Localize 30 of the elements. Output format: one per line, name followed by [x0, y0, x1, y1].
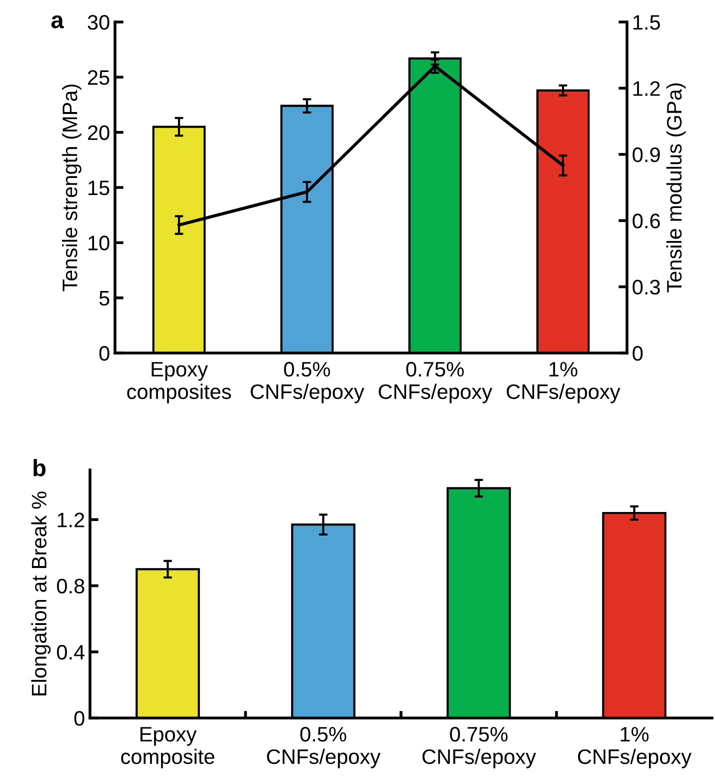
y-tick-label: 0.8 [56, 578, 84, 594]
y-tick-label: 0.4 [56, 644, 85, 660]
y-tick-label: 1.2 [58, 512, 84, 528]
y2-axis-title: Tensile modulus (GPa) [666, 83, 686, 292]
y-tick-label: 0 [99, 346, 110, 361]
x-tick-label: 0.5% CNFs/epoxy [267, 726, 381, 768]
x-tick-label: 0.5% CNFs/epoxy [250, 362, 364, 404]
y2-tick-label: 1.2 [633, 81, 660, 96]
y-tick-label: 0 [74, 711, 84, 726]
x-tick-label: 0.75% CNFs/epoxy [378, 362, 492, 404]
y-tick-label: 10 [88, 236, 110, 250]
x-tick-label: Epoxy composite [121, 727, 214, 768]
chart-title: b [34, 458, 46, 476]
y-axis-title: Tensile strength (MPa) [62, 84, 82, 292]
chart-title: a [51, 15, 64, 28]
y-tick-label: 5 [99, 291, 110, 306]
x-tick-label: Epoxy composites [127, 362, 231, 404]
y2-tick-label: 0.6 [632, 214, 660, 228]
x-tick-label: 0.75% CNFs/epoxy [422, 726, 536, 768]
x-tick-label: 1% CNFs/epoxy [506, 362, 620, 404]
y2-tick-label: 0 [632, 346, 643, 361]
y-axis-title: Elongation at Break % [31, 492, 51, 696]
y2-tick-label: 1.5 [633, 15, 660, 30]
y-tick-label: 15 [88, 180, 110, 196]
y2-tick-label: 0.9 [632, 147, 660, 162]
y-tick-label: 30 [88, 15, 110, 30]
x-tick-label: 1% CNFs/epoxy [578, 726, 692, 768]
y2-tick-label: 0.3 [632, 280, 660, 295]
y-tick-label: 20 [88, 125, 110, 140]
y-tick-label: 25 [88, 70, 110, 85]
